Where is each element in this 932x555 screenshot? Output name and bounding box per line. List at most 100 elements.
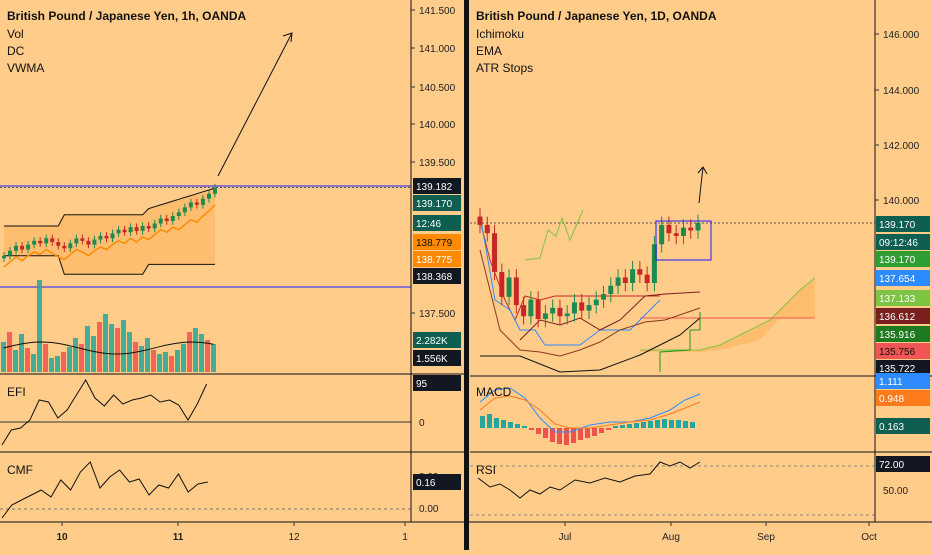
- left-efi-pane: [0, 378, 411, 446]
- candle-body: [521, 305, 527, 317]
- candle-body: [550, 307, 556, 314]
- left-indicator-dc[interactable]: DC: [7, 44, 25, 58]
- volume-bar: [103, 314, 108, 372]
- axis-tick-label: 142.000: [883, 141, 920, 152]
- candle-body: [622, 277, 628, 283]
- macd-histogram-bar: [480, 416, 485, 428]
- donchian-fill: [4, 188, 215, 275]
- price-tag-label: 09:12:46: [879, 238, 918, 249]
- price-tag-label: 135.722: [879, 364, 916, 375]
- price-tag-bg: [876, 234, 930, 250]
- candle-body: [164, 218, 169, 221]
- right-rsi-pane: [470, 461, 875, 516]
- macd-histogram-bar: [648, 421, 653, 428]
- macd-histogram-bar: [564, 428, 569, 445]
- candle-body: [586, 305, 592, 311]
- volume-bar: [205, 340, 210, 372]
- right-macd-label[interactable]: MACD: [476, 385, 512, 399]
- price-tag-label: 1.556K: [416, 354, 448, 365]
- price-tag-label: 139.170: [879, 255, 916, 266]
- right-price-pane[interactable]: [470, 166, 875, 373]
- right-indicator-ichimoku[interactable]: Ichimoku: [476, 27, 524, 41]
- price-tag: 135.756: [876, 343, 930, 359]
- price-tag: 139.170: [413, 195, 461, 211]
- macd-histogram-bar: [690, 422, 695, 428]
- price-tag: 0.16: [413, 474, 461, 490]
- macd-histogram-bar: [683, 421, 688, 428]
- candle-body: [182, 207, 187, 213]
- price-tag: 137.133: [876, 290, 930, 306]
- left-price-pane[interactable]: [0, 32, 411, 288]
- volume-bar: [31, 354, 36, 372]
- candle-body: [513, 277, 519, 306]
- candle-body: [673, 233, 679, 236]
- macd-histogram-bar: [487, 414, 492, 428]
- candle-body: [92, 239, 97, 245]
- time-axis[interactable]: 10 11 12 1 Jul Aug Sep Oct: [56, 522, 877, 543]
- time-tick-label: Sep: [757, 532, 775, 543]
- macd-histogram-bar: [578, 428, 583, 440]
- left-cmf-label[interactable]: CMF: [7, 463, 33, 477]
- axis-tick-label: 140.000: [419, 120, 456, 131]
- right-rsi-label[interactable]: RSI: [476, 463, 496, 477]
- macd-histogram-bar: [627, 424, 632, 428]
- price-tags: 139.182 139.170 12:46 138.779 138.775 138.368…: [413, 178, 930, 490]
- volume-bar: [157, 354, 162, 372]
- left-indicator-vwma[interactable]: VWMA: [7, 61, 44, 75]
- price-tag-label: 138.779: [416, 238, 453, 249]
- candle-body: [651, 244, 657, 283]
- volume-bar: [151, 350, 156, 372]
- price-tag-bg: [876, 418, 930, 434]
- volume-bar: [193, 328, 198, 372]
- candle-body: [8, 250, 13, 256]
- projection-arrow: [698, 166, 704, 204]
- candle-body: [593, 299, 599, 306]
- price-tag-label: 138.368: [416, 272, 453, 283]
- macd-histogram-bar: [620, 425, 625, 428]
- candle-body: [38, 240, 43, 244]
- candle-body: [492, 233, 498, 272]
- time-tick-label: Aug: [662, 532, 680, 543]
- candle-body: [170, 216, 175, 221]
- candle-body: [140, 225, 145, 231]
- candle-body: [571, 302, 577, 314]
- macd-histogram-bar: [522, 426, 527, 428]
- macd-histogram-bar: [508, 422, 513, 428]
- cmf-line: [1, 461, 208, 519]
- price-tag-bg: [876, 216, 930, 232]
- macd-histogram-bar: [543, 428, 548, 438]
- macd-histogram-bar: [606, 428, 611, 430]
- macd-histogram-bar: [655, 420, 660, 428]
- candle-body: [50, 238, 55, 243]
- price-tag-label: 135.916: [879, 330, 916, 341]
- volume-bar: [85, 326, 90, 372]
- candle-body: [535, 299, 541, 319]
- left-indicator-vol[interactable]: Vol: [7, 27, 24, 41]
- right-indicator-ema[interactable]: EMA: [476, 44, 502, 58]
- volume-bar: [175, 350, 180, 372]
- right-price-axis[interactable]: 146.000 144.000 142.000 140.000 50.00: [875, 30, 920, 497]
- price-tag-bg: [876, 251, 930, 267]
- price-tag: 0.948: [876, 390, 930, 406]
- macd-histogram-bar: [641, 422, 646, 428]
- price-tag: 09:12:46: [876, 234, 930, 250]
- price-tag: 139.182: [413, 178, 461, 194]
- price-tag: 135.722: [876, 360, 930, 376]
- candle-body: [680, 227, 686, 236]
- price-tag: 72.00: [876, 456, 930, 472]
- macd-histogram-bar: [634, 423, 639, 428]
- left-efi-label[interactable]: EFI: [7, 385, 26, 399]
- candle-body: [110, 233, 115, 239]
- price-tag-label: 139.182: [416, 182, 453, 193]
- price-tag-bg: [413, 215, 461, 231]
- price-tag-label: 95: [416, 379, 428, 390]
- axis-tick-label: 141.000: [419, 44, 456, 55]
- volume-bar: [79, 344, 84, 372]
- chart-splitter[interactable]: [464, 0, 469, 550]
- candle-body: [86, 240, 91, 245]
- volume-bar: [37, 280, 42, 372]
- right-indicator-atr-stops[interactable]: ATR Stops: [476, 61, 533, 75]
- macd-histogram-bar: [613, 426, 618, 428]
- volume-bar: [211, 344, 216, 372]
